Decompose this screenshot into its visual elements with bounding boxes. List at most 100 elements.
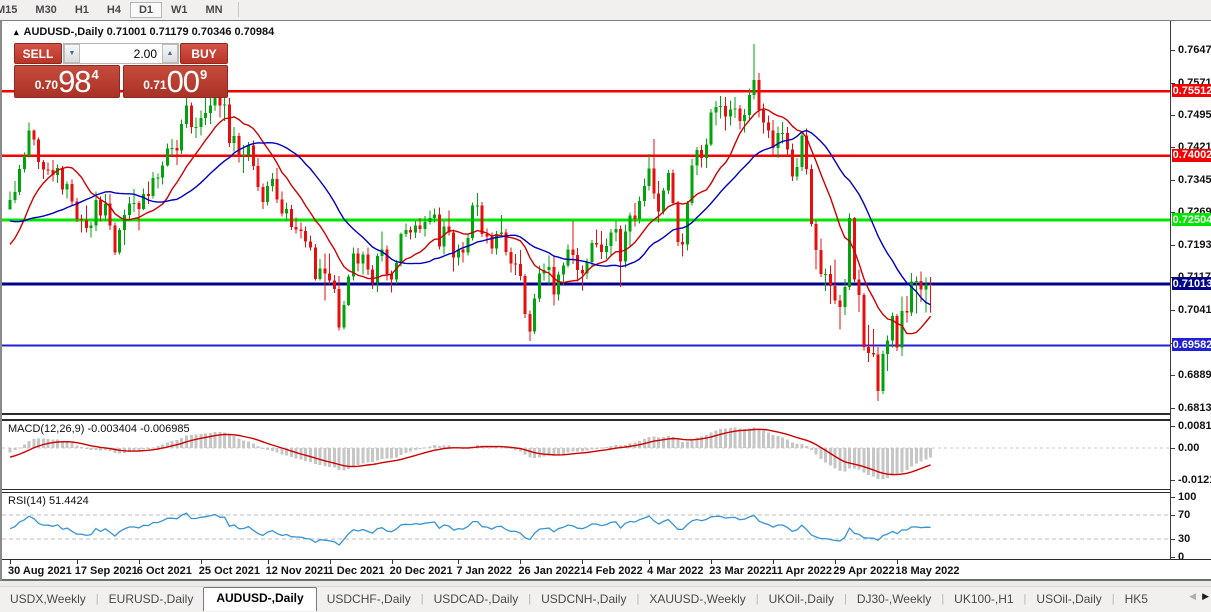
macd-bar bbox=[256, 445, 260, 448]
panel-divider[interactable] bbox=[2, 413, 1211, 421]
tab-uk100-h1[interactable]: UK100-,H1 bbox=[954, 592, 1014, 606]
macd-bar bbox=[399, 448, 403, 456]
macd-bar bbox=[437, 446, 441, 448]
macd-bar bbox=[800, 444, 804, 448]
one-click-trading-widget: SELL ▼ 2.00 ▲ BUY 0.70 98 4 0.71 00 9 bbox=[14, 43, 228, 98]
macd-bar bbox=[504, 447, 508, 449]
symbol-collapse-icon[interactable]: ▴ bbox=[14, 26, 19, 37]
date-label: 12 Nov 2021 bbox=[265, 565, 330, 577]
date-tick bbox=[835, 560, 837, 564]
macd-bar bbox=[409, 448, 413, 452]
macd-bar bbox=[776, 436, 780, 448]
volume-decrease-icon[interactable]: ▼ bbox=[64, 44, 80, 63]
tab-ukoil-daily[interactable]: UKOil-,Daily bbox=[768, 592, 834, 606]
macd-bar bbox=[766, 432, 770, 448]
timeframe-button-h4[interactable]: H4 bbox=[106, 3, 121, 16]
candle-body bbox=[313, 247, 317, 280]
candlestick-chart[interactable] bbox=[2, 21, 1170, 413]
candle-body bbox=[94, 200, 98, 226]
tab-dj30-weekly[interactable]: DJ30-,Weekly bbox=[856, 592, 932, 606]
tab-usdcad-daily[interactable]: USDCAD-,Daily bbox=[433, 592, 519, 606]
candle-body bbox=[585, 261, 589, 274]
macd-bar bbox=[99, 448, 103, 451]
macd-bar bbox=[566, 448, 570, 453]
price-axis[interactable]: 0.764700.757100.749500.742100.734500.726… bbox=[1170, 21, 1211, 563]
macd-bar bbox=[857, 448, 861, 470]
main-price-chart[interactable] bbox=[2, 21, 1170, 413]
macd-bar bbox=[309, 448, 313, 462]
tab-eurusd-daily[interactable]: EURUSD-,Daily bbox=[108, 592, 194, 606]
timeframe-button-m15[interactable]: M15 bbox=[0, 3, 18, 16]
sell-price-panel[interactable]: 0.70 98 4 bbox=[14, 65, 120, 98]
candle-body bbox=[709, 112, 713, 145]
macd-bar bbox=[56, 439, 60, 448]
candle-body bbox=[480, 205, 484, 234]
tab-usoil-daily[interactable]: USOil-,Daily bbox=[1036, 592, 1102, 606]
candle-body bbox=[490, 236, 494, 249]
timeframe-button-h1[interactable]: H1 bbox=[74, 3, 89, 16]
candle-body bbox=[318, 268, 322, 280]
sell-button[interactable]: SELL bbox=[14, 43, 62, 64]
tab-scroll-right-icon[interactable]: ▶ bbox=[1202, 591, 1209, 601]
macd-bar bbox=[318, 448, 322, 466]
macd-bar bbox=[208, 432, 212, 448]
macd-bar bbox=[661, 436, 665, 448]
tab-separator: | bbox=[636, 593, 640, 605]
tab-hk5[interactable]: HK5 bbox=[1124, 592, 1148, 606]
tab-usdchf-daily[interactable]: USDCHF-,Daily bbox=[326, 592, 411, 606]
candle-body bbox=[852, 218, 856, 280]
macd-bar bbox=[514, 448, 518, 451]
macd-bar bbox=[194, 434, 198, 448]
candle-body bbox=[51, 170, 55, 176]
tab-usdx-weekly[interactable]: USDX,Weekly bbox=[10, 592, 86, 606]
candle-body bbox=[848, 218, 852, 288]
macd-bar bbox=[423, 447, 427, 449]
macd-bar bbox=[218, 432, 222, 448]
timeframe-button-mn[interactable]: MN bbox=[205, 3, 223, 16]
macd-label: MACD(12,26,9) -0.003404 -0.006985 bbox=[8, 423, 190, 435]
candle-body bbox=[609, 232, 613, 247]
volume-increase-icon[interactable]: ▲ bbox=[162, 44, 178, 63]
candle-body bbox=[442, 226, 446, 247]
tab-scroll-left-icon[interactable]: ◀ bbox=[1189, 591, 1197, 601]
candle-body bbox=[685, 203, 689, 245]
candle-body bbox=[871, 353, 875, 355]
macd-bar bbox=[103, 448, 107, 451]
horizontal-scroll-strip[interactable] bbox=[0, 581, 1211, 586]
tab-xauusd-weekly[interactable]: XAUUSD-,Weekly bbox=[649, 592, 746, 606]
macd-bar bbox=[142, 448, 146, 450]
macd-bar bbox=[304, 448, 308, 461]
timeframe-button-d1[interactable]: D1 bbox=[129, 1, 162, 18]
candle-body bbox=[647, 168, 651, 186]
candle-body bbox=[437, 214, 441, 247]
macd-bar bbox=[867, 448, 871, 475]
candle-body bbox=[309, 241, 313, 248]
panel-divider[interactable] bbox=[2, 489, 1211, 493]
macd-bar bbox=[652, 436, 656, 448]
date-axis[interactable]: 30 Aug 2021 17 Sep 2021 6 Oct 2021 25 Oct 2… bbox=[2, 559, 1211, 581]
timeframe-button-m30[interactable]: M30 bbox=[35, 3, 57, 16]
macd-bar bbox=[380, 448, 384, 459]
tab-audusd-daily[interactable]: AUDUSD-,Daily bbox=[203, 587, 317, 611]
macd-bar bbox=[51, 439, 55, 448]
date-label: 14 Feb 2022 bbox=[580, 565, 643, 577]
candle-body bbox=[576, 255, 580, 271]
macd-panel[interactable] bbox=[2, 421, 1170, 489]
macd-bar bbox=[113, 448, 117, 454]
timeframe-button-w1[interactable]: W1 bbox=[171, 3, 188, 16]
volume-input[interactable]: 2.00 bbox=[133, 46, 157, 61]
buy-price-panel[interactable]: 0.71 00 9 bbox=[122, 65, 228, 98]
macd-bar bbox=[204, 433, 208, 448]
date-tick bbox=[582, 560, 584, 564]
candle-body bbox=[695, 149, 699, 166]
macd-bar bbox=[695, 437, 699, 448]
tab-usdcnh-daily[interactable]: USDCNH-,Daily bbox=[541, 592, 627, 606]
rsi-panel[interactable] bbox=[2, 493, 1170, 559]
candle-body bbox=[80, 218, 84, 220]
candle-body bbox=[867, 347, 871, 354]
buy-button[interactable]: BUY bbox=[180, 43, 228, 64]
macd-bar bbox=[924, 448, 928, 460]
